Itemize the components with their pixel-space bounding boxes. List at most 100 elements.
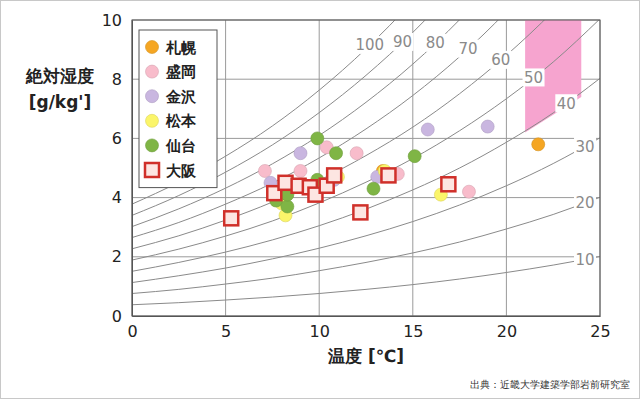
- tick-label: 10: [102, 11, 122, 30]
- curve-label: 60: [491, 51, 510, 69]
- curve-label-bg: [354, 36, 385, 54]
- curve-label-bg: [523, 68, 545, 86]
- humidity-curve: [132, 20, 600, 215]
- curve-label-bg: [574, 137, 596, 155]
- point: [311, 132, 324, 145]
- chart: 10090807060504030201005101520250246810絶対…: [0, 0, 640, 399]
- page-border: [1, 1, 640, 399]
- point: [532, 138, 545, 151]
- legend-label: 松本: [165, 112, 197, 130]
- legend-label: 仙台: [165, 137, 196, 155]
- tick-label: 5: [221, 322, 231, 341]
- tick: 20: [497, 316, 517, 341]
- point: [381, 168, 395, 182]
- legend-marker: [146, 114, 159, 127]
- tick-label: 6: [112, 129, 122, 148]
- tick: 6: [112, 129, 132, 148]
- legend-label: 大阪: [166, 162, 197, 180]
- plot-frame: [132, 20, 600, 316]
- point: [327, 168, 341, 182]
- point: [294, 164, 307, 177]
- point: [462, 185, 475, 198]
- y-axis-unit: [g/kg']: [29, 92, 92, 112]
- curve-label-bg: [457, 40, 479, 58]
- legend-label: 盛岡: [165, 63, 196, 81]
- series: [224, 168, 455, 225]
- grid-line-y: [132, 197, 600, 198]
- point: [258, 164, 271, 177]
- tick-label: 0: [112, 307, 122, 326]
- humidity-curve: [132, 20, 600, 249]
- curve-label-bg: [574, 194, 596, 212]
- tick-label: 15: [403, 322, 423, 341]
- axis-line: [132, 21, 133, 317]
- point: [408, 150, 421, 163]
- x-axis: 0 5 10 15 20 25: [127, 316, 610, 341]
- curve-label: 70: [458, 40, 477, 58]
- curve-label-bg: [555, 94, 577, 112]
- y-axis-title: 絶対湿度: [25, 66, 94, 86]
- series: [258, 141, 475, 198]
- point: [367, 182, 380, 195]
- point: [281, 200, 294, 213]
- tick-label: 10: [310, 322, 330, 341]
- grid: [132, 20, 600, 316]
- curve-label: 40: [557, 95, 576, 113]
- point: [421, 123, 434, 136]
- curve-label: 100: [355, 36, 384, 54]
- humidity-curve: [132, 20, 600, 204]
- plot-area: [132, 20, 600, 305]
- x-axis-title: 温度 [℃]: [327, 346, 404, 366]
- tick: 0: [127, 316, 137, 341]
- legend-marker: [146, 139, 159, 152]
- humidity-curve: [132, 20, 600, 260]
- legend: 札幌盛岡金沢松本仙台大阪: [139, 30, 217, 188]
- tick: 2: [112, 247, 132, 266]
- series: [270, 132, 422, 213]
- tick-label: 20: [497, 322, 517, 341]
- tick: 10: [102, 11, 132, 30]
- tick: 25: [590, 316, 610, 341]
- tick-label: 25: [590, 322, 610, 341]
- tick: 15: [403, 316, 423, 341]
- curve-label: 10: [575, 251, 594, 269]
- y-axis: 0 2 4 6 8 10: [102, 11, 133, 326]
- legend-label: 金沢: [165, 88, 197, 106]
- legend-box: [139, 30, 217, 188]
- curve-label: 20: [575, 194, 594, 212]
- point: [481, 120, 494, 133]
- curve-label-bg: [574, 250, 596, 268]
- tick: 4: [112, 188, 132, 207]
- curve-label-bg: [424, 34, 446, 52]
- curve-label: 50: [524, 69, 543, 87]
- tick-label: 0: [127, 322, 137, 341]
- curve-label-bg: [392, 33, 414, 51]
- series: [275, 164, 447, 221]
- curve-label: 90: [393, 33, 412, 51]
- tick-label: 8: [112, 70, 122, 89]
- humidity-curve: [132, 257, 600, 305]
- legend-marker: [145, 163, 159, 177]
- tick: 10: [310, 316, 330, 341]
- legend-marker: [146, 90, 159, 103]
- grid-line-x: [225, 20, 226, 316]
- point: [294, 147, 307, 160]
- point: [224, 211, 238, 225]
- curve-label: 30: [575, 138, 594, 156]
- point: [353, 205, 367, 219]
- humidity-curve: [132, 20, 600, 238]
- legend-marker: [146, 41, 159, 54]
- tick-label: 4: [112, 188, 122, 207]
- grid-line-x: [319, 20, 320, 316]
- curve-labels: 100 90 80 70 60 50 40 30 20 10: [354, 33, 596, 269]
- tick-label: 2: [112, 247, 122, 266]
- point: [330, 147, 343, 160]
- humidity-curve: [132, 197, 600, 293]
- tick: 8: [112, 70, 132, 89]
- tick: 0: [112, 307, 132, 326]
- point: [350, 147, 363, 160]
- curve-label: 80: [426, 34, 445, 52]
- curve-label-bg: [490, 51, 512, 69]
- legend-marker: [146, 65, 159, 78]
- source-note: 出典：近畿大学建築学部岩前研究室: [470, 379, 630, 390]
